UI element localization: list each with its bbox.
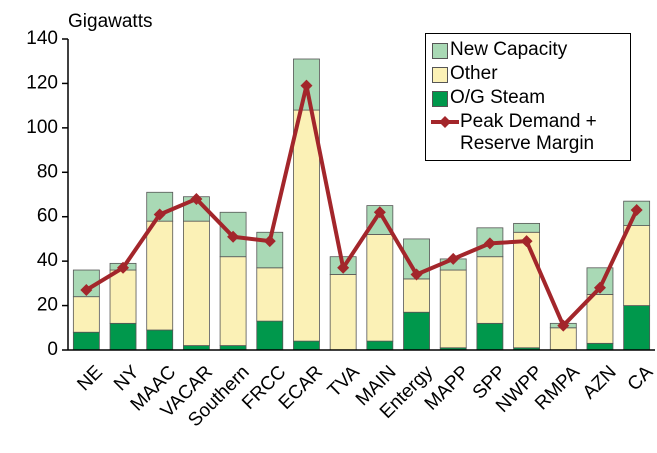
legend-swatch [432, 67, 448, 83]
line-marker [447, 252, 460, 265]
bar-segment [476, 256, 504, 324]
line-marker [300, 79, 313, 92]
y-tick-label: 120 [26, 72, 58, 93]
y-tick-label: 20 [37, 295, 58, 316]
legend-swatch [432, 91, 448, 107]
bar-segment [293, 109, 320, 342]
line-marker [227, 230, 240, 243]
legend-key [430, 63, 450, 85]
y-axis-label: Gigawatts [68, 11, 152, 32]
line-marker [263, 235, 276, 248]
line-marker [630, 204, 643, 217]
line-marker [557, 319, 570, 332]
bar-segment [513, 222, 540, 233]
legend-label: Other [450, 63, 498, 84]
bar-segment [72, 296, 100, 333]
line-marker [190, 192, 203, 205]
y-tick-label: 40 [37, 250, 58, 271]
bar-segment [366, 234, 394, 342]
legend-label: Peak Demand + Reserve Margin [460, 111, 597, 154]
y-tick-label: 140 [26, 28, 58, 49]
bar-segment [146, 220, 174, 331]
line [85, 83, 639, 328]
legend-label: O/G Steam [450, 87, 546, 108]
bar-segment [439, 269, 467, 349]
line-marker [410, 268, 423, 281]
bar-segment [329, 274, 357, 351]
y-tick-label: 60 [37, 206, 58, 227]
y-tick-label: 80 [37, 161, 58, 182]
bar-segment [293, 340, 320, 351]
line-marker [153, 208, 166, 221]
legend-line [431, 116, 459, 128]
line-marker [520, 235, 533, 248]
bar-segment [146, 329, 174, 351]
line-marker [117, 261, 130, 274]
bar-segment [72, 331, 100, 351]
y-tick-label: 0 [47, 339, 58, 360]
bar-segment [109, 322, 137, 351]
line-marker [373, 206, 386, 219]
legend-key [430, 111, 460, 133]
legend-item: Peak Demand + Reserve Margin [430, 111, 626, 155]
line-marker [593, 281, 606, 294]
bar-segment [403, 311, 430, 351]
bar-segment [586, 294, 614, 344]
legend-item: Other [430, 63, 626, 85]
bar-segment [256, 267, 284, 322]
legend-label: New Capacity [450, 39, 568, 60]
line-marker [483, 237, 496, 250]
y-tick-label: 100 [26, 117, 58, 138]
bar-segment [623, 305, 651, 351]
bar-segment [403, 278, 430, 313]
bar-segment [183, 220, 210, 346]
legend-item: O/G Steam [430, 87, 626, 109]
bar-segment [623, 225, 651, 306]
legend-key [430, 39, 450, 61]
x-tick-label: NE [73, 362, 107, 396]
x-tick-label: CA [624, 362, 657, 396]
bar-segment [476, 322, 504, 351]
bar-segment [219, 256, 247, 346]
bar-segment [256, 320, 284, 351]
legend-item: New Capacity [430, 39, 626, 61]
legend-key [430, 87, 450, 109]
bar-segment [109, 269, 137, 324]
line-marker [80, 284, 93, 297]
legend: New Capacity Other O/G Steam Peak Demand + … [425, 33, 631, 161]
x-tick-label: AZN [579, 362, 621, 404]
legend-swatch [432, 43, 448, 59]
bar-segment [513, 231, 540, 349]
bar-segment [366, 340, 394, 351]
bar-segment [586, 342, 614, 351]
line-marker [337, 261, 350, 274]
